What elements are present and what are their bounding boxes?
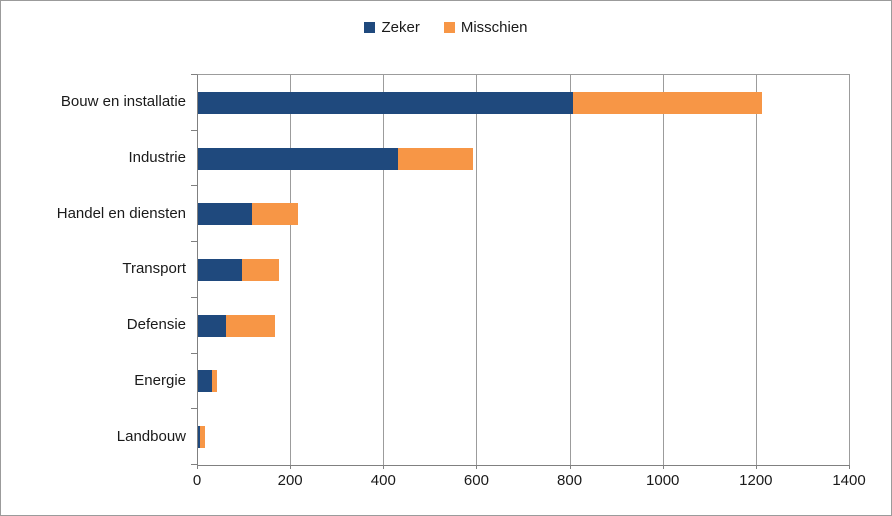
bar-row-transport [198, 259, 280, 281]
gridline-x-800 [569, 75, 571, 465]
category-label-energie: Energie [134, 371, 186, 389]
x-axis-tick [383, 465, 384, 469]
x-tick-label-1200: 1200 [739, 472, 773, 489]
bar-segment-misschien-energie [211, 370, 217, 393]
legend-label: Zeker [381, 19, 420, 36]
x-axis-tick [570, 465, 571, 469]
x-tick-label-0: 0 [192, 472, 202, 489]
y-axis-tick [191, 464, 197, 465]
bar-segment-zeker-defensie [198, 314, 226, 337]
y-axis-tick [191, 408, 197, 409]
bar-row-energie [198, 370, 217, 393]
x-tick-label-600: 600 [463, 472, 489, 489]
x-axis-tick [290, 465, 291, 469]
bar-row-industrie [198, 147, 473, 170]
bar-row-landbouw [198, 426, 205, 449]
category-label-defensie: Defensie [126, 316, 186, 334]
legend-item-misschien: Misschien [443, 19, 528, 36]
x-tick-label-800: 800 [557, 472, 583, 489]
category-label-transport: Transport [122, 260, 186, 278]
bar-segment-misschien-bouw-en-installatie [572, 91, 762, 114]
x-axis-tick [756, 465, 757, 469]
gridline-x-400 [383, 75, 385, 465]
legend-label: Misschien [460, 19, 528, 36]
y-axis-tick [191, 353, 197, 354]
category-label-landbouw: Landbouw [116, 427, 186, 445]
x-axis-tick [663, 465, 664, 469]
x-axis-tick [197, 465, 198, 469]
legend: Zeker Misschien [1, 19, 891, 36]
plot-area [197, 74, 850, 466]
category-label-handel-en-diensten: Handel en diensten [56, 204, 186, 222]
bar-segment-zeker-transport [198, 259, 243, 281]
bar-row-defensie [198, 314, 275, 337]
x-tick-label-200: 200 [277, 472, 303, 489]
bar-segment-misschien-handel-en-diensten [251, 203, 299, 226]
bar-segment-misschien-defensie [225, 314, 275, 337]
gridline-x-1400 [849, 75, 850, 465]
bar-segment-misschien-transport [242, 259, 280, 281]
bar-segment-zeker-bouw-en-installatie [198, 91, 573, 114]
bar-segment-zeker-landbouw [198, 426, 201, 449]
bar-segment-zeker-energie [198, 370, 212, 393]
gridline-x-600 [476, 75, 478, 465]
gridline-x-1000 [662, 75, 664, 465]
x-tick-label-400: 400 [370, 472, 396, 489]
legend-item-zeker: Zeker [364, 19, 420, 36]
y-axis-tick [191, 241, 197, 242]
x-axis-tick [849, 465, 850, 469]
x-tick-label-1000: 1000 [646, 472, 680, 489]
category-label-bouw-en-installatie: Bouw en installatie [60, 93, 186, 111]
y-axis-tick [191, 74, 197, 75]
bar-segment-zeker-industrie [198, 147, 399, 170]
bar-segment-misschien-landbouw [200, 426, 205, 449]
gridline-x-200 [290, 75, 292, 465]
legend-swatch-zeker [364, 22, 376, 33]
category-label-industrie: Industrie [128, 149, 186, 167]
y-axis-tick [191, 185, 197, 186]
legend-swatch-misschien [443, 22, 455, 33]
y-axis-tick [191, 130, 197, 131]
y-axis-tick [191, 297, 197, 298]
bar-segment-misschien-industrie [398, 147, 473, 170]
gridline-x-1200 [755, 75, 757, 465]
x-axis-tick [476, 465, 477, 469]
bar-segment-zeker-handel-en-diensten [198, 203, 252, 226]
bar-row-bouw-en-installatie [198, 91, 762, 114]
x-tick-label-1400: 1400 [832, 472, 866, 489]
bar-row-handel-en-diensten [198, 203, 299, 226]
